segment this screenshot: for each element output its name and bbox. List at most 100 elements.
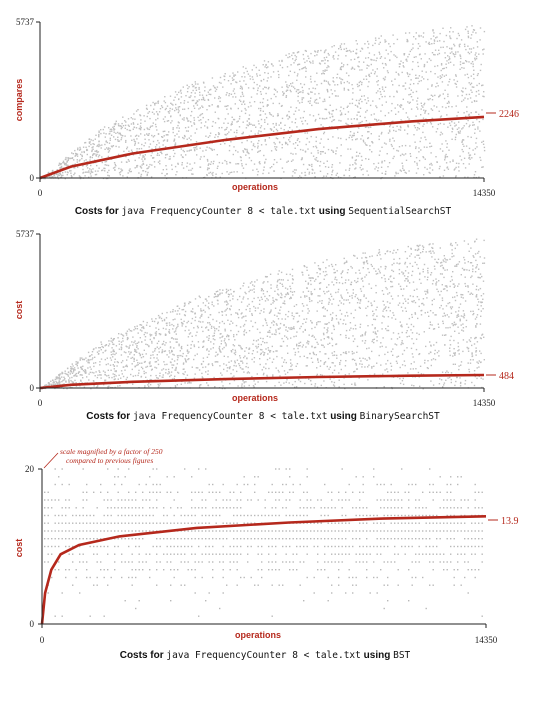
- data-point: [141, 158, 143, 160]
- data-point: [99, 144, 101, 147]
- data-point: [391, 145, 393, 147]
- data-point: [295, 142, 297, 144]
- data-point: [203, 340, 205, 343]
- data-point: [385, 49, 387, 51]
- data-point: [152, 136, 155, 138]
- data-point: [169, 155, 171, 158]
- data-point: [465, 319, 468, 322]
- data-point: [245, 163, 247, 166]
- data-point: [305, 70, 307, 72]
- data-point: [92, 168, 94, 170]
- data-point: [434, 94, 436, 97]
- data-point: [455, 166, 457, 169]
- data-point: [323, 327, 326, 329]
- data-point: [285, 142, 288, 144]
- data-point: [122, 360, 124, 362]
- data-point: [350, 59, 352, 61]
- data-point: [435, 131, 438, 133]
- data-point: [81, 157, 83, 160]
- data-point: [396, 56, 398, 59]
- data-point: [424, 53, 426, 55]
- data-point: [435, 156, 437, 158]
- data-point: [364, 252, 366, 254]
- data-point: [248, 303, 250, 306]
- data-point: [292, 318, 295, 320]
- data-point: [440, 76, 443, 78]
- data-point: [238, 126, 241, 128]
- data-point: [411, 332, 414, 334]
- data-point: [351, 136, 353, 138]
- data-point: [474, 253, 477, 255]
- data-point: [459, 43, 461, 45]
- data-point: [113, 162, 116, 164]
- data-point: [342, 107, 345, 110]
- data-point: [441, 81, 444, 83]
- data-point: [409, 50, 411, 53]
- data-point: [413, 56, 415, 58]
- data-point: [292, 153, 294, 155]
- data-point: [451, 106, 453, 108]
- data-point: [460, 90, 463, 92]
- data-point: [301, 68, 303, 70]
- data-point: [430, 70, 432, 73]
- data-point: [302, 331, 304, 333]
- data-point: [283, 92, 285, 94]
- data-point: [132, 383, 134, 385]
- data-point: [274, 307, 277, 309]
- data-point: [347, 269, 349, 271]
- data-point: [234, 351, 237, 353]
- data-point: [324, 361, 327, 363]
- data-point: [235, 324, 238, 327]
- data-point: [117, 385, 119, 387]
- data-point: [260, 107, 262, 110]
- data-point: [306, 137, 308, 140]
- data-point: [298, 102, 301, 104]
- data-point: [403, 349, 406, 352]
- data-point: [186, 165, 188, 168]
- data-point: [442, 259, 444, 261]
- data-point: [171, 168, 173, 171]
- data-point: [126, 338, 129, 341]
- data-point: [259, 150, 261, 152]
- data-point: [174, 385, 177, 387]
- data-point: [295, 90, 298, 93]
- data-point: [429, 243, 431, 245]
- data-point: [66, 164, 68, 166]
- data-point: [445, 162, 448, 164]
- data-point: [256, 168, 258, 170]
- data-point: [348, 82, 350, 84]
- data-point: [96, 386, 98, 388]
- data-point: [306, 295, 308, 297]
- data-point: [368, 43, 370, 45]
- data-point: [365, 102, 368, 104]
- data-point: [243, 282, 245, 284]
- data-point: [468, 48, 471, 50]
- data-point: [137, 142, 140, 144]
- data-point: [89, 355, 91, 357]
- data-point: [52, 383, 54, 386]
- data-point: [391, 281, 393, 283]
- data-point: [308, 341, 310, 343]
- data-point: [164, 108, 167, 111]
- data-point: [463, 269, 465, 271]
- data-point: [470, 112, 472, 114]
- data-point: [270, 128, 273, 130]
- data-point: [284, 373, 287, 375]
- data-point: [224, 338, 226, 340]
- data-point: [228, 94, 230, 97]
- data-point: [117, 361, 119, 364]
- data-point: [128, 160, 130, 162]
- data-point: [365, 75, 367, 77]
- data-point: [176, 384, 178, 386]
- data-point: [478, 268, 480, 270]
- data-point: [364, 256, 367, 259]
- data-point: [365, 307, 367, 309]
- data-point: [363, 78, 365, 80]
- data-point: [145, 343, 147, 345]
- data-point: [363, 294, 365, 296]
- data-point: [342, 270, 344, 272]
- data-point: [281, 143, 283, 146]
- data-point: [250, 96, 253, 98]
- data-point: [252, 144, 255, 147]
- data-point: [281, 318, 283, 320]
